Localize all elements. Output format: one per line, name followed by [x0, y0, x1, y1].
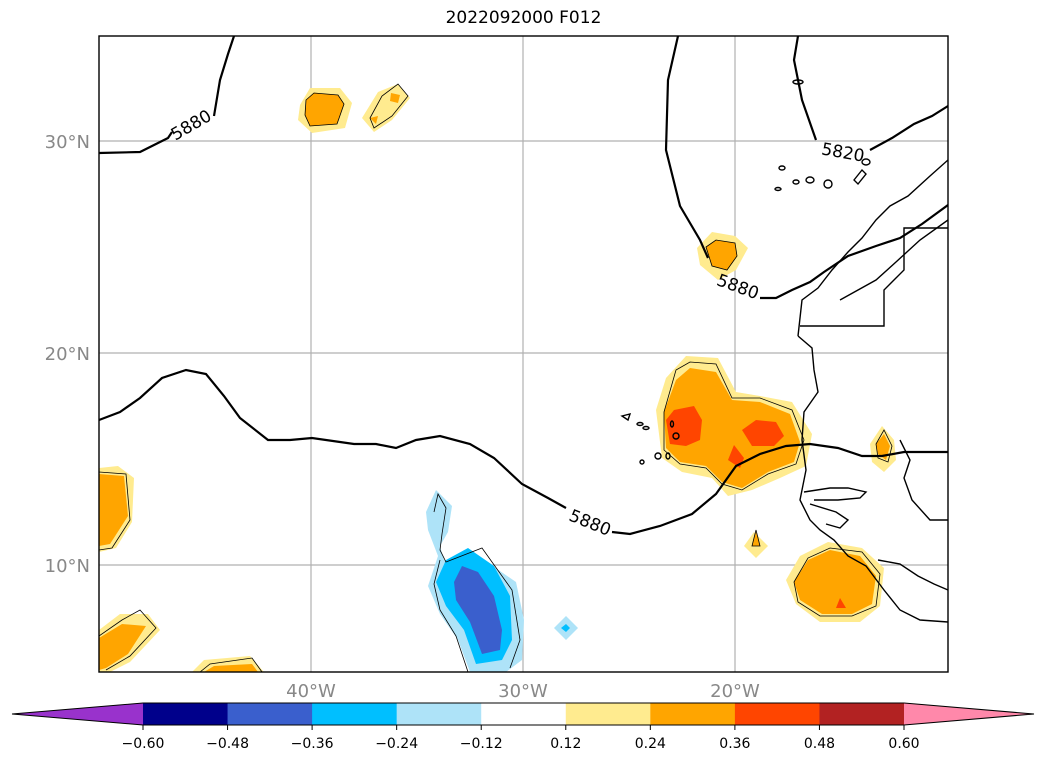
colorbar-segment — [481, 703, 567, 725]
gridlines — [99, 36, 948, 672]
colorbar-segment — [312, 703, 398, 725]
lat-label-10n: 10°N — [45, 556, 90, 577]
lon-label-20w: 20°W — [710, 681, 760, 702]
map-frame — [98, 35, 949, 673]
colorbar-extend-high — [904, 703, 1034, 725]
lat-label-20n: 20°N — [45, 344, 90, 365]
colorbar-segment — [565, 703, 651, 725]
colorbar-tick-label: −0.24 — [375, 736, 418, 752]
lon-label-30w: 30°W — [498, 681, 548, 702]
map-title: 2022092000 F012 — [445, 8, 602, 28]
colorbar-tick-label: 0.48 — [804, 736, 835, 752]
colorbar-segment — [650, 703, 736, 725]
latitude-labels: 30°N 20°N 10°N — [45, 132, 90, 577]
positive-anomaly-patches — [99, 84, 896, 672]
colorbar-segment — [819, 703, 905, 725]
colorbar-tick-label: −0.36 — [291, 736, 334, 752]
colorbar: −0.60 −0.48 −0.36 −0.24 −0.12 0.12 0.24 0.36 0.4… — [11, 702, 1035, 752]
colorbar-segment — [227, 703, 313, 725]
colorbar-tick-label: 0.12 — [550, 736, 581, 752]
colorbar-segment — [734, 703, 820, 725]
longitude-labels: 40°W 30°W 20°W — [286, 681, 760, 702]
colorbar-tick-label: −0.60 — [122, 736, 165, 752]
colorbar-segment — [143, 703, 229, 725]
anomaly-outlines — [99, 83, 893, 672]
lon-label-40w: 40°W — [286, 681, 336, 702]
colorbar-segment — [396, 703, 482, 725]
colorbar-tick-label: 0.24 — [635, 736, 666, 752]
colorbar-tick-label: −0.12 — [460, 736, 503, 752]
colorbar-extend-low — [12, 703, 143, 725]
height-contours — [99, 36, 948, 536]
colorbar-tick-label: 0.36 — [719, 736, 750, 752]
colorbar-tick-label: −0.48 — [206, 736, 249, 752]
lat-label-30n: 30°N — [45, 132, 90, 153]
colorbar-tick-label: 0.60 — [888, 736, 919, 752]
